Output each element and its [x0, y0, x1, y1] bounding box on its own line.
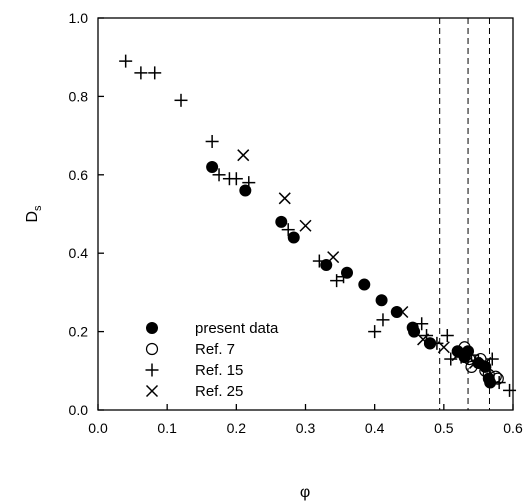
legend-entry-label: present data: [195, 320, 279, 337]
y-tick-label: 0.2: [69, 324, 89, 340]
point-plus: [134, 66, 148, 80]
point-open-circle: [479, 364, 492, 377]
point-filled-circle: [358, 278, 371, 291]
y-tick-label: 0.6: [69, 167, 89, 183]
point-filled-circle: [275, 215, 288, 228]
x-tick-label: 0.1: [157, 420, 177, 436]
point-cross: [468, 356, 481, 369]
point-cross: [437, 341, 450, 354]
y-axis-label: Ds: [24, 205, 44, 223]
point-open-circle: [491, 372, 504, 385]
point-plus: [337, 270, 351, 284]
point-filled-circle: [375, 294, 388, 307]
point-filled-circle: [408, 325, 421, 338]
x-tick-label: 0.0: [88, 420, 108, 436]
point-plus: [444, 352, 458, 366]
point-cross: [278, 192, 291, 205]
legend-entry-label: Ref. 7: [195, 341, 235, 358]
point-plus: [492, 376, 506, 390]
plot-frame: [97, 17, 514, 411]
legend-symbol-cross: [145, 384, 159, 398]
reference-lines: [439, 18, 490, 410]
point-plus: [281, 223, 295, 237]
point-cross: [237, 149, 250, 162]
y-axis-label-sub: s: [32, 205, 44, 211]
x-tick-label: 0.5: [434, 420, 454, 436]
point-plus: [376, 313, 390, 327]
point-plus: [415, 317, 429, 331]
point-plus: [503, 383, 517, 397]
point-cross: [396, 305, 409, 319]
point-plus: [485, 352, 499, 366]
legend-entry-label: Ref. 25: [195, 383, 243, 400]
point-plus: [368, 325, 382, 339]
y-tick-label: 0.0: [69, 402, 89, 418]
point-plus: [440, 329, 454, 343]
x-tick-label: 0.2: [227, 420, 247, 436]
point-plus: [119, 54, 133, 68]
point-filled-circle: [390, 306, 403, 318]
x-tick-label: 0.3: [296, 420, 316, 436]
point-cross: [417, 333, 430, 346]
point-cross: [451, 349, 464, 362]
point-plus: [148, 66, 162, 80]
point-cross: [327, 251, 340, 264]
point-plus: [330, 274, 344, 288]
x-tick-label: 0.6: [503, 420, 523, 436]
legend-symbol-filled-circle: [146, 322, 158, 334]
point-open-circle: [458, 341, 471, 354]
point-plus: [229, 172, 243, 186]
y-axis-ticks: 0.0 0.2 0.4 0.6 0.8 1.0: [69, 10, 104, 418]
y-tick-label: 0.4: [69, 245, 89, 261]
y-axis-label-main: D: [24, 211, 41, 223]
data-points: [119, 54, 517, 397]
x-tick-label: 0.4: [365, 420, 385, 436]
legend: present data Ref. 7 Ref. 15 Ref. 25: [145, 320, 279, 400]
point-plus: [205, 134, 219, 148]
point-plus: [430, 336, 444, 350]
point-filled-circle: [206, 160, 219, 173]
legend-symbol-open-circle: [145, 342, 159, 356]
y-tick-label: 1.0: [69, 10, 89, 26]
x-axis-label: φ: [300, 484, 310, 501]
point-plus: [454, 350, 468, 364]
y-tick-label: 0.8: [69, 88, 89, 104]
x-axis-ticks: 0.0 0.1 0.2 0.3 0.4 0.5 0.6: [88, 404, 523, 436]
legend-symbol-plus: [145, 363, 159, 377]
point-cross: [299, 219, 312, 232]
point-filled-circle: [287, 231, 300, 244]
point-plus: [312, 254, 326, 268]
point-plus: [174, 93, 188, 107]
legend-entry-label: Ref. 15: [195, 362, 243, 379]
point-plus: [242, 176, 256, 190]
point-cross: [479, 356, 492, 369]
point-plus: [212, 168, 226, 182]
